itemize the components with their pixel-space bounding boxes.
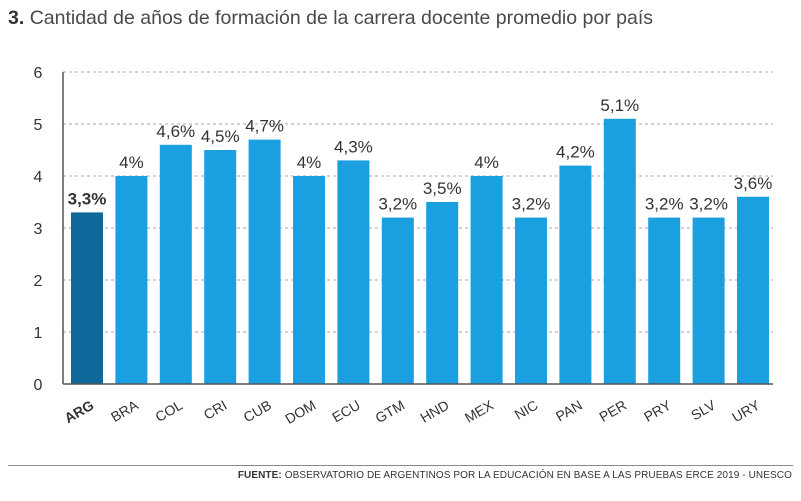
x-tick-label: GTM [372, 397, 407, 426]
x-tick-label: HND [417, 397, 451, 426]
x-tick-label: SLV [688, 396, 719, 423]
data-label: 3,2% [645, 195, 684, 214]
bar-per [603, 118, 636, 385]
data-label: 4,3% [334, 137, 373, 156]
bar-ecu [337, 160, 370, 384]
x-tick-label: URY [729, 396, 763, 425]
bar-chart: 0 1 2 3 4 5 6 3,3% ARG 4% BRA 4,6% COL 4,5% CRI 4,7% CUB… [34, 65, 773, 427]
data-label: 3,2% [689, 195, 728, 214]
bar-col [159, 144, 192, 384]
x-tick-label: PER [596, 397, 629, 425]
footer-divider [8, 465, 793, 466]
bar-slv [692, 217, 725, 384]
y-tick-label: 6 [34, 65, 43, 82]
source-label: FUENTE: [237, 470, 282, 481]
y-tick-label: 0 [34, 377, 43, 394]
bar-cri [204, 150, 237, 384]
data-label: 4% [474, 153, 499, 172]
data-label: 3,2% [378, 195, 417, 214]
y-tick-label: 1 [34, 325, 43, 342]
x-tick-label: BRA [108, 396, 142, 425]
data-label: 4,5% [201, 127, 240, 146]
data-label: 4% [297, 153, 322, 172]
bar-nic [515, 217, 547, 384]
data-label: 4,2% [556, 143, 595, 162]
bar-cub [248, 139, 281, 384]
data-label: 5,1% [600, 96, 639, 115]
x-tick-label: CRI [201, 397, 230, 423]
chart-title-text: Cantidad de años de formación de la carr… [29, 7, 653, 29]
x-tick-label: ECU [329, 397, 363, 426]
data-label: 4% [119, 153, 144, 172]
y-tick-label: 4 [34, 169, 43, 186]
data-label: 3,2% [512, 195, 551, 214]
bar-bra [115, 176, 148, 384]
x-tick-label: PAN [553, 397, 585, 425]
data-label: 3,3% [68, 189, 107, 208]
source-note: FUENTE: OBSERVATORIO DE ARGENTINOS POR L… [238, 470, 792, 481]
x-tick-label: CUB [240, 397, 274, 426]
y-tick-label: 2 [34, 273, 43, 290]
x-tick-label: ARG [62, 397, 97, 426]
bar-dom [293, 176, 325, 384]
bar-pry [648, 217, 681, 384]
chart-title: 3. Cantidad de años de formación de la c… [8, 7, 653, 30]
bar-pan [559, 165, 592, 384]
source-text: OBSERVATORIO DE ARGENTINOS POR LA EDUCAC… [284, 470, 792, 481]
bar-ury [737, 196, 769, 384]
data-label: 4,7% [245, 117, 284, 136]
data-label: 4,6% [156, 122, 195, 141]
bar-hnd [426, 202, 459, 384]
bar-arg [71, 212, 103, 384]
chart-number: 3. [8, 7, 25, 29]
x-tick-label: NIC [512, 397, 541, 423]
x-tick-label: DOM [282, 397, 318, 427]
bar-gtm [381, 217, 414, 384]
data-label: 3,6% [734, 174, 773, 193]
x-tick-label: MEX [462, 396, 497, 425]
x-tick-label: COL [152, 397, 185, 425]
y-tick-label: 3 [34, 221, 43, 238]
data-label: 3,5% [423, 179, 462, 198]
y-tick-label: 5 [34, 117, 43, 134]
x-tick-label: PRY [641, 396, 674, 424]
bar-mex [470, 176, 503, 384]
